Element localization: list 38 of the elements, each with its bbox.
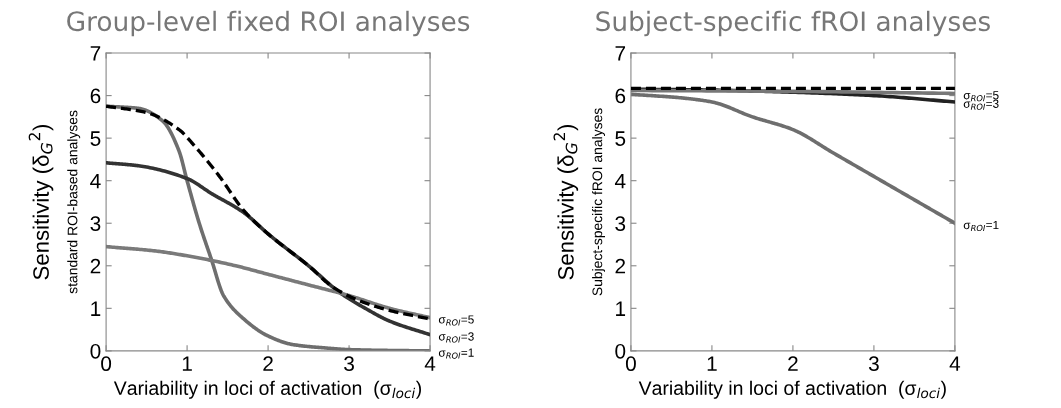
x-tick-label: 3 <box>344 356 354 372</box>
text: Subject-specific fROI analyses <box>592 108 606 296</box>
y-tick-label: 0 <box>615 343 626 359</box>
y-tick-label: 4 <box>614 173 626 189</box>
y-axis-title: Sensitivity (δ$_{G}$$^{2}$) <box>28 124 54 280</box>
x-tick-label: 2 <box>788 356 798 371</box>
y-tick-label: 3 <box>615 216 626 231</box>
y-tick-label: 7 <box>90 46 101 61</box>
y-tick-label: 1 <box>616 301 626 316</box>
y-tick-label: 3 <box>90 216 101 231</box>
y-tick-label: 6 <box>615 88 626 104</box>
chart-title: Group-level fixed ROI analyses <box>67 10 470 37</box>
y-axis-title: Sensitivity (δ$_{G}$$^{2}$) <box>553 124 579 280</box>
y-tick-label: 4 <box>90 173 101 189</box>
x-tick-label: 0 <box>101 356 112 372</box>
x-axis-title: Variability in loci of activation (σ$_{loci}$) <box>638 380 946 399</box>
series-label: σ$_{ROI}$=1 <box>963 220 999 232</box>
y-tick-label: 6 <box>90 88 101 104</box>
x-tick-label: 0 <box>625 356 636 372</box>
y-tick-label: 0 <box>90 343 101 359</box>
x-tick-label: 2 <box>263 356 273 371</box>
y-tick-label: 1 <box>91 301 101 316</box>
legend-label: σ$_{ROI}$=5 <box>438 315 474 326</box>
y-tick-label: 2 <box>615 258 626 274</box>
x-tick-label: 4 <box>424 356 436 371</box>
x-tick-label: 1 <box>707 356 717 371</box>
x-tick-label: 3 <box>868 356 879 372</box>
x-tick-label: 1 <box>182 356 192 371</box>
y-tick-label: 5 <box>615 131 626 146</box>
y-tick-label: 2 <box>90 258 101 274</box>
y-tick-label: 5 <box>90 131 101 146</box>
series-label: σ$_{ROI}$=1 <box>438 348 474 359</box>
series-label: σ$_{ROI}$=3 <box>438 332 474 343</box>
chart-title: Subject-specific fROI analyses <box>596 10 990 37</box>
y-tick-label: 7 <box>615 46 626 61</box>
x-tick-label: 4 <box>949 356 961 371</box>
x-axis-title: Variability in loci of activation (σ$_{loci}$) <box>113 380 422 399</box>
text: standard ROI-based analyses <box>67 110 81 294</box>
